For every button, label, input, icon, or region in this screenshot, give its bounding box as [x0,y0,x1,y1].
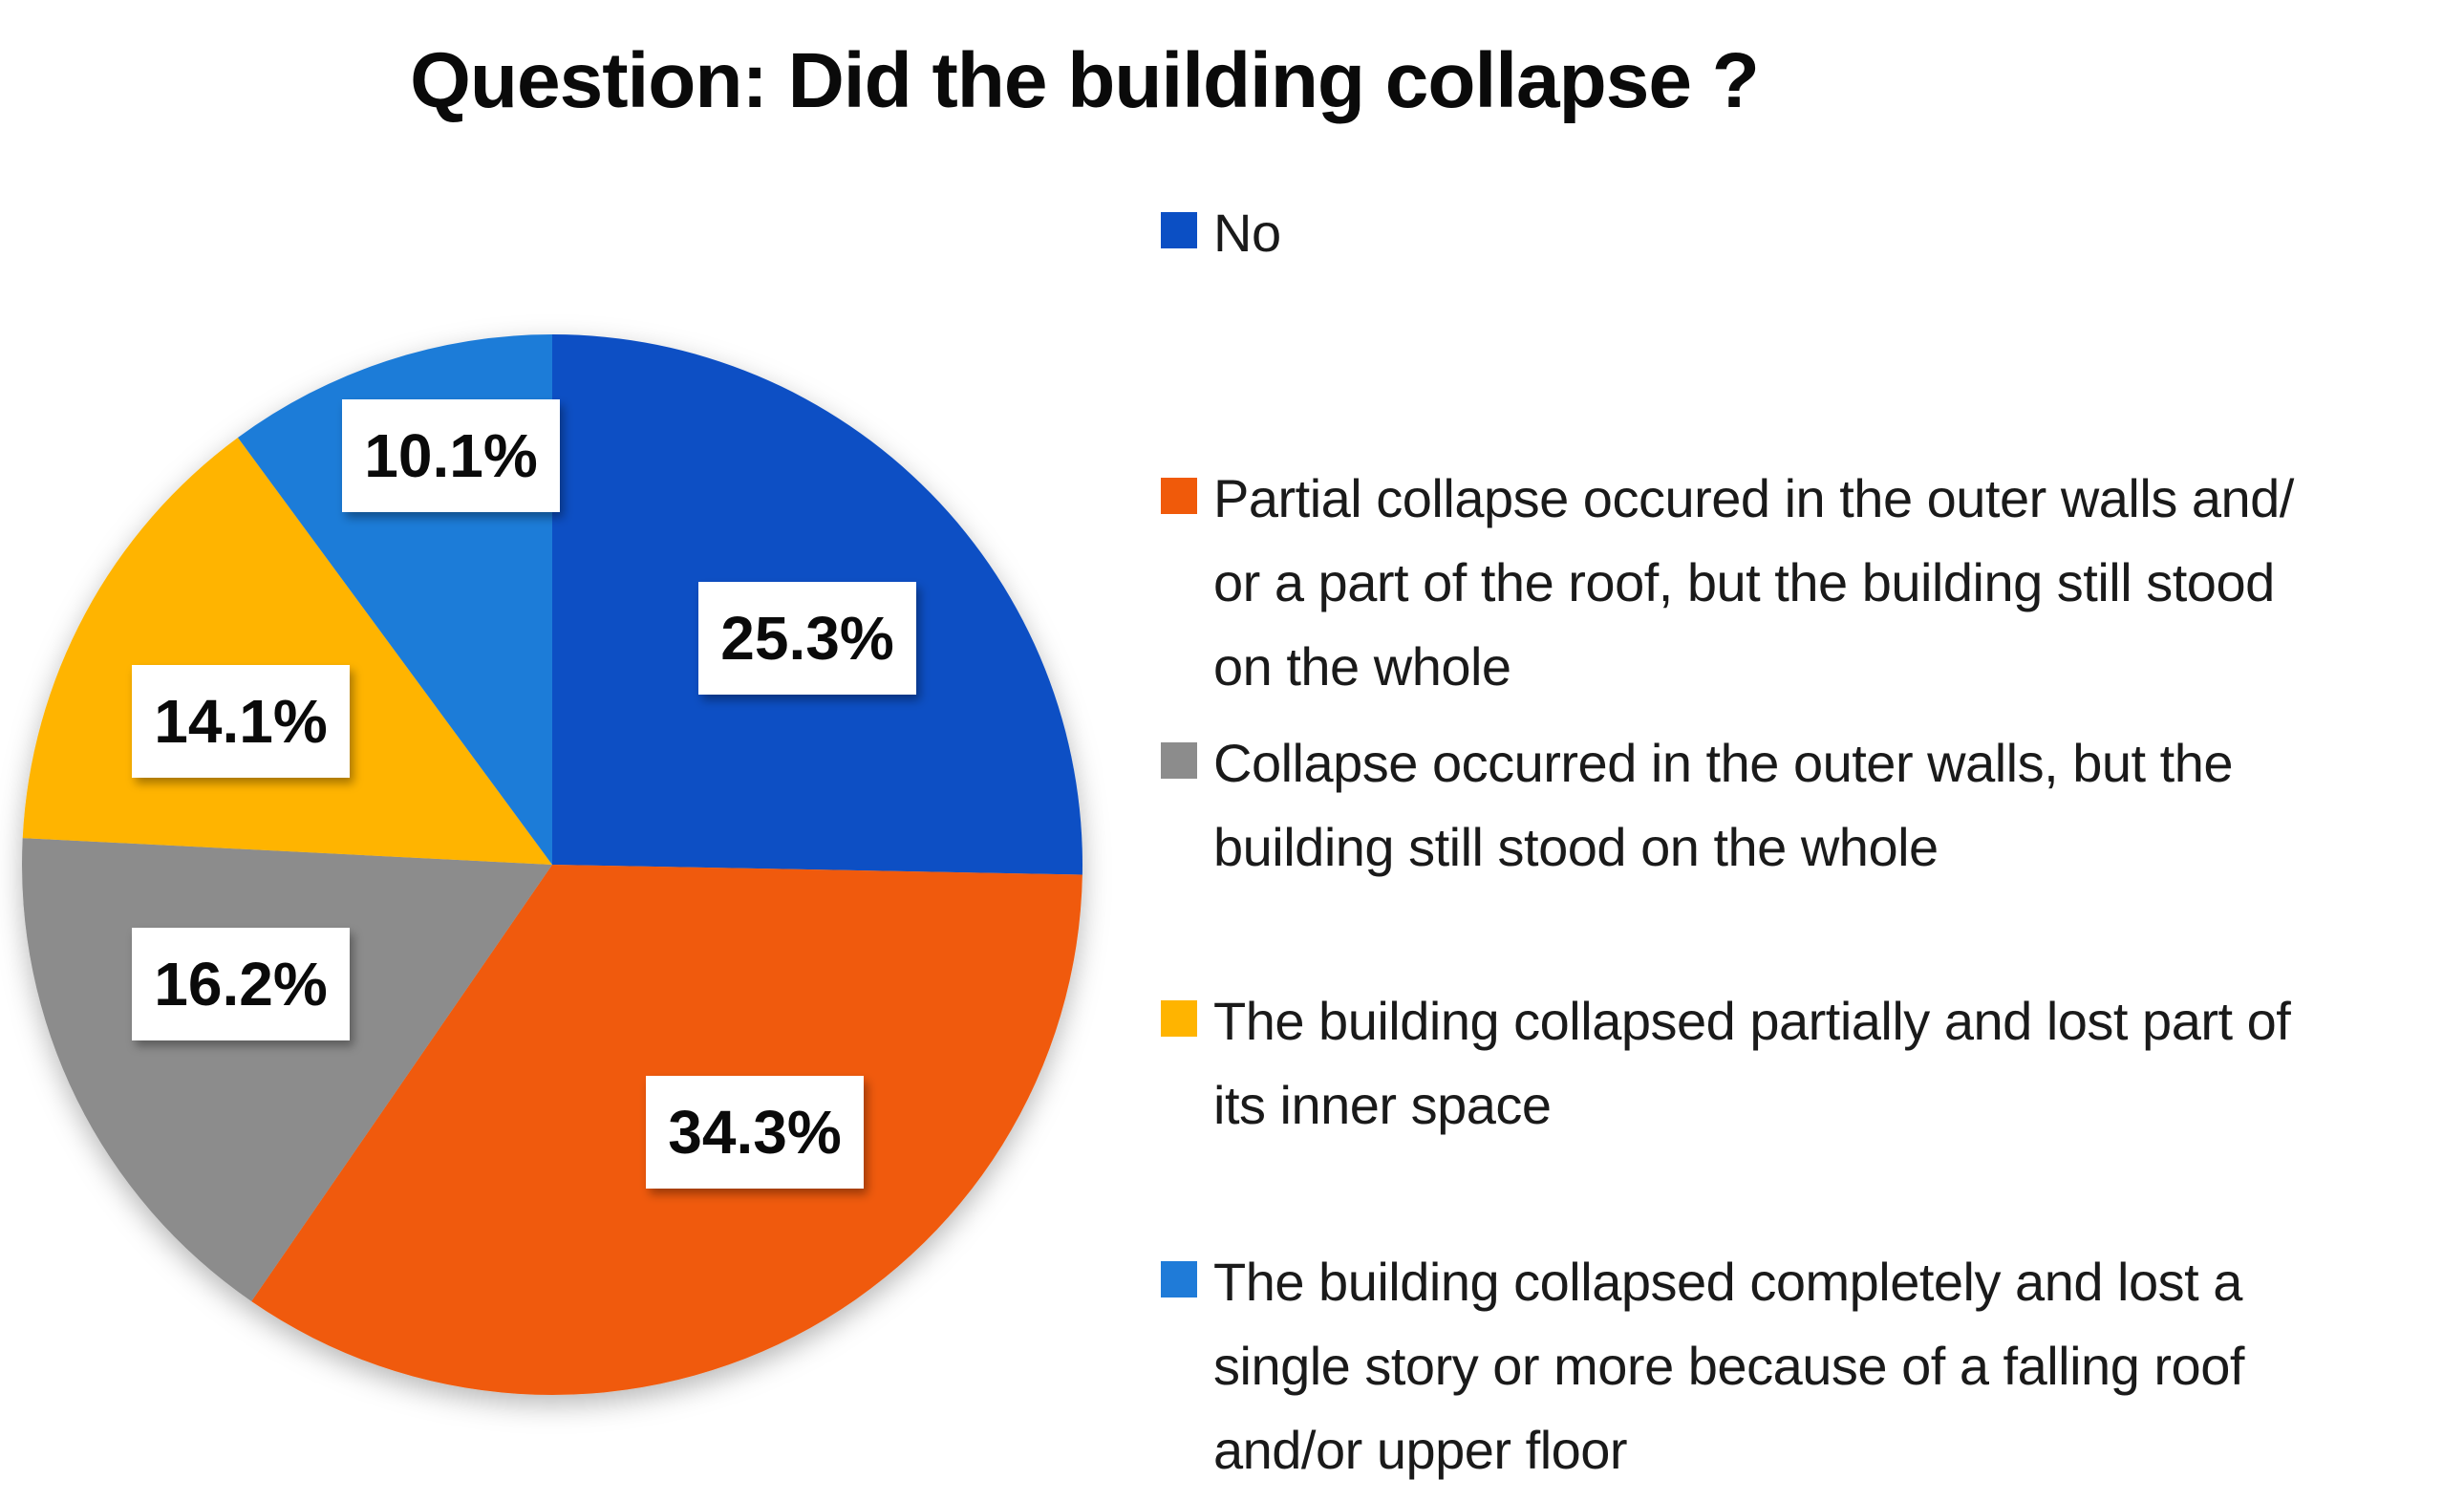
legend-swatch-3 [1161,742,1197,779]
data-label-box-4 [132,665,350,778]
data-label-4: 14.1% [132,665,350,778]
data-label-text-2: 34.3% [668,1098,841,1167]
data-label-box-1 [698,582,916,695]
data-label-text-5: 10.1% [364,421,537,490]
data-label-box-3 [132,928,350,1040]
data-label-text-4: 14.1% [154,687,327,756]
data-label-1: 25.3% [698,582,916,695]
data-label-2: 34.3% [646,1076,864,1189]
legend-label-5: The building collapsed completely and lo… [1213,1252,2244,1480]
legend-swatch-2 [1161,478,1197,514]
data-label-box-5 [342,399,560,512]
legend-label-1: No [1213,203,1281,263]
legend-label-4: The building collapsed partially and los… [1213,991,2291,1135]
pie-chart: 25.3% 34.3% 16.2% 14.1% 10.1% [21,333,1082,1395]
legend-label-2: Partial collapse occured in the outer wa… [1213,468,2294,697]
chart-title: Question: Did the building collapse ? [410,37,1760,124]
pie-data-labels: 25.3% 34.3% 16.2% 14.1% 10.1% [132,399,916,1189]
legend-swatch-1 [1161,212,1197,248]
legend-label-3: Collapse occurred in the outer walls, bu… [1213,733,2233,877]
data-label-text-1: 25.3% [720,604,893,673]
legend-swatch-4 [1161,1000,1197,1037]
legend-swatch-5 [1161,1261,1197,1297]
data-label-box-2 [646,1076,864,1189]
data-label-3: 16.2% [132,928,350,1040]
data-label-5: 10.1% [342,399,560,512]
data-label-text-3: 16.2% [154,950,327,1019]
